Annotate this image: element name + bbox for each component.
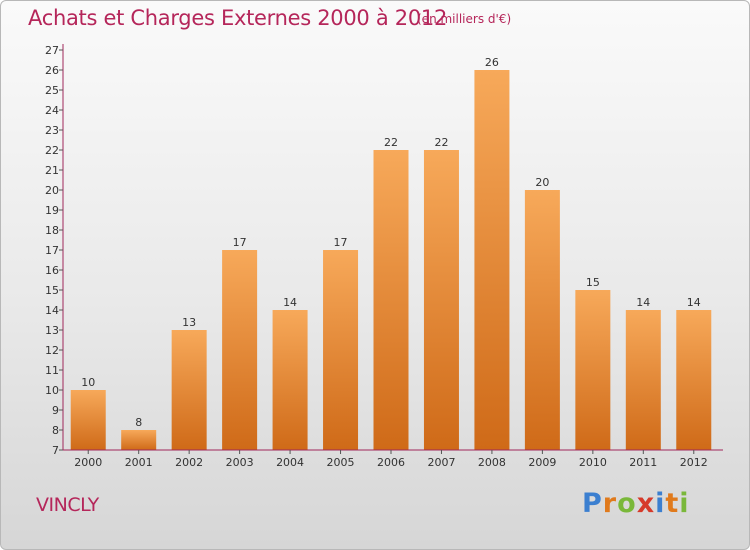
y-tick-label: 25 [45,84,59,97]
bar [171,330,207,450]
x-tick-label: 2006 [377,456,405,469]
y-tick-label: 18 [45,224,59,237]
bar-value-label: 10 [81,376,95,389]
x-tick-label: 2009 [528,456,556,469]
bar [272,310,308,450]
bar [70,390,106,450]
logo-letter: x [636,488,656,519]
y-tick-label: 17 [45,244,59,257]
x-tick-label: 2008 [478,456,506,469]
bar-value-label: 17 [233,236,247,249]
bar-value-label: 15 [586,276,600,289]
x-tick-label: 2003 [226,456,254,469]
y-tick-label: 9 [52,404,59,417]
y-tick-label: 7 [52,444,59,457]
logo-letter: o [617,488,637,519]
y-tick-label: 8 [52,424,59,437]
y-tick-label: 14 [45,304,59,317]
y-axis: 7 8 9 10 11 12 13 14 15 16 17 18 19 20 21 22 23 24 25 26 27 [45,44,64,457]
chart-title: Achats et Charges Externes 2000 à 2012 [28,6,448,30]
bar [524,190,560,450]
bar-value-label: 14 [283,296,297,309]
y-tick-label: 24 [45,104,59,117]
y-tick-label: 12 [45,344,59,357]
bar [323,250,359,450]
proxiti-logo: Proxiti [582,488,690,519]
bar [625,310,661,450]
logo-letter: P [582,488,603,519]
x-tick-label: 2011 [629,456,657,469]
bar [121,430,157,450]
logo-letter: r [602,488,618,519]
bar [676,310,712,450]
bar-value-label: 8 [135,416,142,429]
x-tick-label: 2012 [680,456,708,469]
x-tick-label: 2005 [327,456,355,469]
commune-name: VINCLY [36,494,99,516]
x-tick-label: 2007 [427,456,455,469]
bar-value-label: 14 [687,296,701,309]
logo-letter: i [655,488,666,519]
y-tick-label: 10 [45,384,59,397]
bar-value-label: 22 [434,136,448,149]
y-tick-label: 26 [45,64,59,77]
y-tick-label: 15 [45,284,59,297]
x-tick-label: 2000 [74,456,102,469]
chart-subtitle: (en milliers d'€) [417,12,512,26]
x-axis: 2000 2001 2002 2003 2004 2005 2006 2007 2008 2009… [63,449,723,469]
y-tick-label: 16 [45,264,59,277]
bar [474,70,510,450]
bar-value-label: 26 [485,56,499,69]
bar-value-label: 20 [535,176,549,189]
bar [373,150,409,450]
y-tick-label: 23 [45,124,59,137]
bar [575,290,611,450]
x-tick-label: 2001 [125,456,153,469]
y-tick-label: 20 [45,184,59,197]
y-tick-label: 19 [45,204,59,217]
y-tick-label: 22 [45,144,59,157]
y-tick-label: 27 [45,44,59,57]
x-tick-label: 2010 [579,456,607,469]
x-tick-label: 2004 [276,456,304,469]
logo-letter: i [679,488,690,519]
y-tick-label: 13 [45,324,59,337]
x-tick-label: 2002 [175,456,203,469]
y-tick-label: 21 [45,164,59,177]
logo-letter: t [665,488,680,519]
bars: 10 8 13 17 14 17 22 22 26 20 15 14 14 [70,56,712,450]
bar-value-label: 22 [384,136,398,149]
bar [423,150,459,450]
y-tick-label: 11 [45,364,59,377]
bar-value-label: 13 [182,316,196,329]
bar [222,250,258,450]
bar-value-label: 17 [334,236,348,249]
bar-value-label: 14 [636,296,650,309]
